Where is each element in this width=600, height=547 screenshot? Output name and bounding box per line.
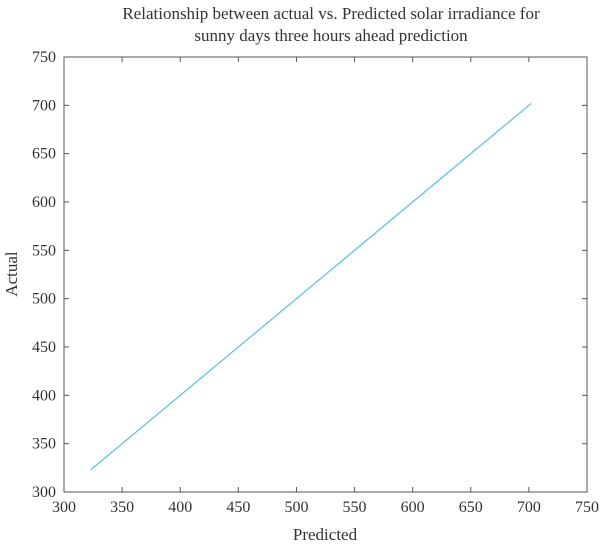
y-tick-label: 500 xyxy=(32,291,56,308)
x-tick-label: 300 xyxy=(52,499,76,516)
y-axis-label: Actual xyxy=(2,251,21,297)
y-axis-ticks: 300 350 400 450 500 550 600 650 700 750 xyxy=(32,49,587,501)
y-tick-label: 750 xyxy=(32,49,56,66)
x-tick-label: 500 xyxy=(284,499,308,516)
chart-title-line-1: Relationship between actual vs. Predicte… xyxy=(122,4,540,23)
x-tick-label: 350 xyxy=(110,499,134,516)
x-axis-ticks: 300 350 400 450 500 550 600 650 700 750 xyxy=(52,57,599,516)
y-tick-label: 350 xyxy=(32,436,56,453)
x-tick-label: 750 xyxy=(575,499,599,516)
series-group xyxy=(90,102,532,471)
x-tick-label: 600 xyxy=(401,499,425,516)
x-tick-label: 400 xyxy=(168,499,192,516)
x-axis-label: Predicted xyxy=(293,525,358,544)
x-tick-label: 650 xyxy=(459,499,483,516)
x-tick-label: 550 xyxy=(343,499,367,516)
chart-title-line-2: sunny days three hours ahead prediction xyxy=(194,26,468,45)
y-tick-label: 450 xyxy=(32,339,56,356)
x-tick-label: 700 xyxy=(517,499,541,516)
y-tick-label: 400 xyxy=(32,387,56,404)
y-tick-label: 600 xyxy=(32,194,56,211)
x-tick-label: 450 xyxy=(226,499,250,516)
series-line-0 xyxy=(90,102,532,471)
y-tick-label: 550 xyxy=(32,242,56,259)
y-tick-label: 300 xyxy=(32,484,56,501)
plot-frame xyxy=(63,56,588,493)
y-tick-label: 700 xyxy=(32,97,56,114)
y-tick-label: 650 xyxy=(32,146,56,163)
